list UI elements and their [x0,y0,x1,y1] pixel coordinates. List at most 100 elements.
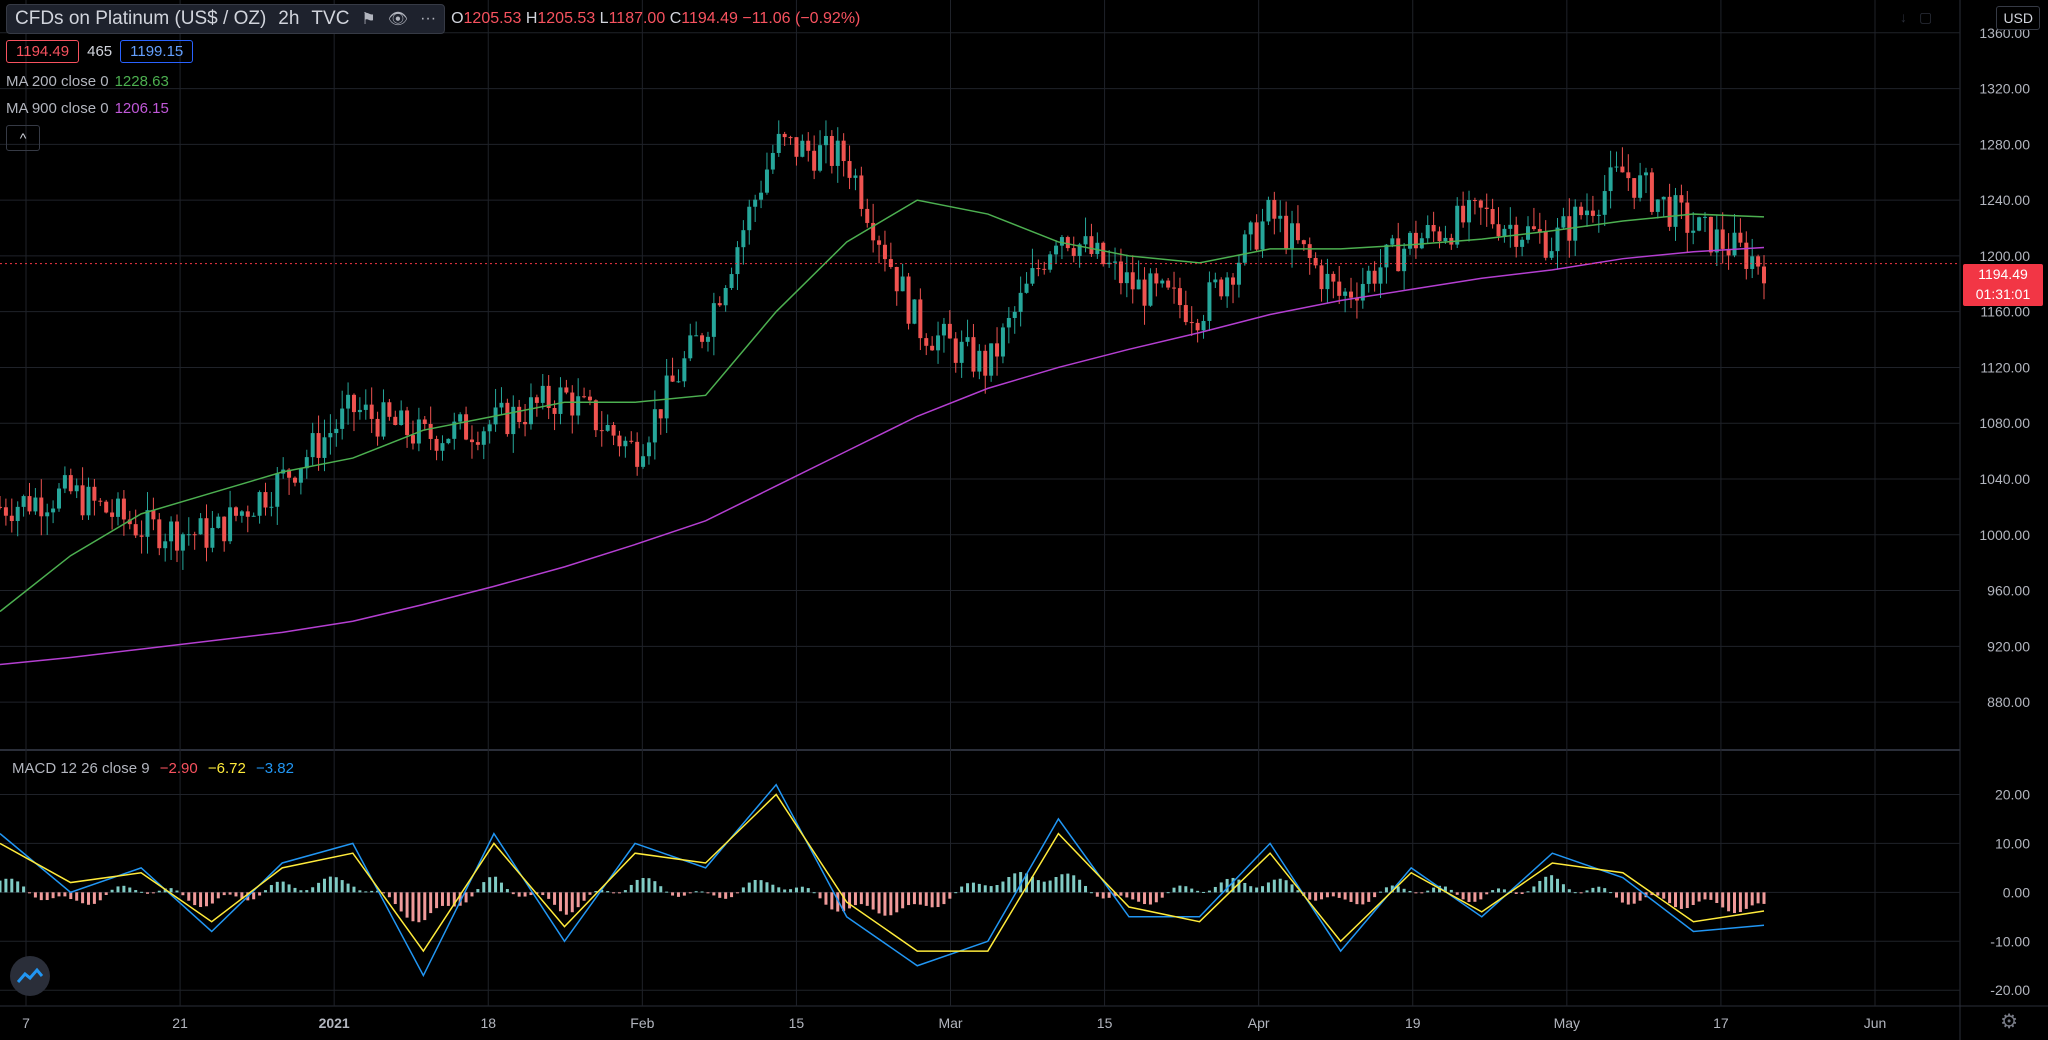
macd-histogram-bar [1078,879,1082,893]
candle-body [1502,228,1507,237]
candle-body [145,510,150,537]
candle-body [410,435,415,444]
candle-body [1667,196,1672,227]
candle-body [1490,209,1495,225]
macd-histogram-bar [151,892,155,894]
macd-histogram-bar [511,892,515,895]
macd-histogram-bar [830,892,834,910]
macd-histogram-bar [128,887,132,893]
macd-histogram-bar [942,892,946,905]
candle-body [1130,272,1135,290]
macd-histogram-bar [1166,892,1170,894]
macd-histogram-bar [1308,892,1312,900]
macd-histogram-bar [464,892,468,903]
candle-body [1596,214,1601,216]
macd-histogram-bar [1379,891,1383,893]
eye-icon[interactable]: 👁 [387,11,409,28]
candle-body [1195,322,1200,331]
candle-body [1573,206,1578,241]
macd-histogram-bar [1160,892,1164,898]
candle-body [1231,277,1236,285]
macd-legend[interactable]: MACD 12 26 close 9 −2.90 −6.72 −3.82 [12,760,294,777]
candle-body [1278,215,1283,219]
candle-body [1478,200,1483,208]
candle-body [1396,238,1401,272]
download-icon[interactable]: ↓ [1900,9,1907,25]
macd-histogram-bar [771,884,775,893]
symbol-header[interactable]: CFDs on Platinum (US$ / OZ) 2h TVC ⚑ 👁 ·… [6,4,446,34]
macd-histogram-bar [69,892,73,900]
settings-gear-icon[interactable]: ⚙ [2000,1011,2018,1033]
candle-body [582,396,587,398]
buy-price-button[interactable]: 1199.15 [120,40,194,63]
candle-body [1118,261,1123,284]
macd-histogram-bar [1703,892,1707,900]
candle-body [1012,311,1017,318]
candle-body [806,140,811,151]
candle-body [1107,262,1112,265]
candle-body [1649,172,1654,212]
macd-histogram-bar [971,882,975,893]
macd-histogram-bar [936,892,940,908]
candle-body [1732,232,1737,256]
macd-histogram-bar [110,889,114,893]
candle-body [157,519,162,549]
macd-histogram-bar [1054,877,1058,893]
macd-histogram-bar [606,891,610,893]
candle-body [1443,237,1448,242]
candle-body [576,396,581,416]
candle-body [275,473,280,507]
candle-body [505,402,510,435]
candle-body [611,425,616,436]
candle-body [33,497,38,512]
macd-histogram-bar [429,892,433,914]
flag-icon[interactable]: ⚑ [361,11,376,28]
x-tick-label: 7 [22,1015,30,1031]
macd-histogram-bar [983,885,987,893]
macd-histogram-bar [735,892,739,894]
macd-histogram-bar [930,892,934,908]
candle-body [800,140,805,157]
indicator-ma900[interactable]: MA 900 close 0 1206.15 [6,100,169,117]
y-tick-label: 1240.00 [1979,192,2030,208]
macd-histogram-bar [659,886,663,893]
candle-body [1661,196,1666,200]
macd-histogram-bar [376,890,380,893]
macd-histogram-bar [1072,875,1076,893]
interval-label[interactable]: 2h [278,8,300,29]
candle-body [1378,267,1383,284]
screenshot-icon[interactable]: ▢ [1919,9,1933,25]
macd-histogram-bar [199,892,203,908]
candle-body [1655,199,1660,212]
candle-body [475,442,480,445]
tradingview-logo-icon[interactable] [10,956,50,996]
candle-body [405,410,410,436]
more-icon[interactable]: ··· [420,10,437,27]
macd-histogram-bar [1532,886,1536,893]
candle-body [446,438,451,444]
candle-body [269,506,274,508]
candle-body [68,475,73,492]
macd-histogram-bar [75,892,79,901]
collapse-legend-button[interactable]: ^ [6,125,40,151]
currency-button[interactable]: USD [1996,6,2040,30]
macd-histogram-bar [1485,892,1489,895]
macd-histogram-bar [842,892,846,912]
macd-histogram-bar [27,892,31,894]
macd-histogram-bar [1278,878,1282,893]
indicator-ma200[interactable]: MA 200 close 0 1228.63 [6,73,169,90]
x-tick-label: Mar [938,1015,962,1031]
macd-histogram-bar [1426,890,1430,893]
macd-histogram-bar [1402,888,1406,893]
candle-body [947,323,952,339]
macd-histogram-bar [1101,892,1105,899]
axes: 880.00 920.00 960.00 1000.00 1040.00 1080.00 1… [22,25,2030,1031]
macd-histogram-bar [895,892,899,913]
macd-histogram-bar [995,885,999,893]
candle-body [1726,248,1731,256]
candle-body [1189,322,1194,324]
candle-body [847,161,852,178]
macd-histogram-bar [806,888,810,893]
sell-price-button[interactable]: 1194.49 [6,40,80,63]
